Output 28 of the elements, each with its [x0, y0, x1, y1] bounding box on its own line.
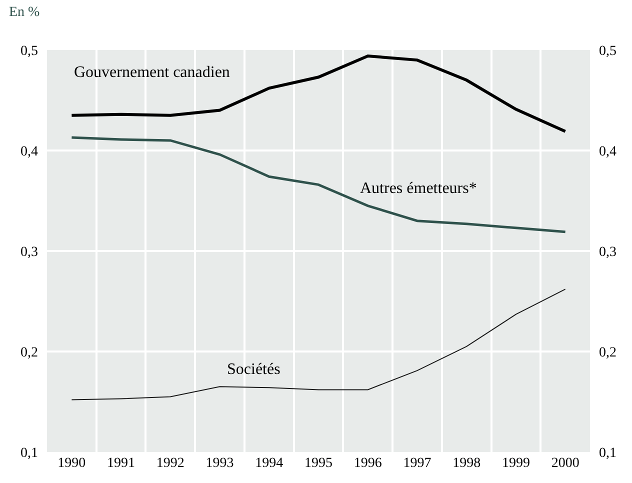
y-axis-title: En %: [9, 5, 40, 20]
y-tick-label: 0,3: [20, 244, 38, 260]
series-label: Sociétés: [227, 361, 280, 378]
x-tick-label: 2000: [551, 456, 580, 471]
x-tick-label: 1991: [107, 456, 136, 471]
series-label: Autres émetteurs*: [360, 180, 477, 197]
y2-tick-label: 0,1: [599, 446, 616, 461]
y2-tick-label: 0,3: [599, 244, 616, 260]
x-tick-label: 1999: [502, 456, 530, 471]
x-tick-label: 1990: [58, 456, 86, 471]
y-tick-label: 0,5: [20, 44, 38, 59]
line-series: [71, 288, 566, 400]
x-tick-label: 1998: [452, 456, 481, 471]
y-tick-label: 0,4: [20, 144, 38, 160]
series-label: Gouvernement canadien: [74, 64, 230, 81]
y2-tick-label: 0,5: [599, 44, 616, 59]
x-tick-label: 1994: [255, 456, 284, 471]
x-tick-label: 1996: [354, 456, 382, 471]
x-tick-label: 1993: [206, 456, 234, 471]
y2-tick-label: 0,2: [599, 345, 616, 360]
line-series: [70, 54, 567, 133]
y2-tick-label: 0,4: [599, 144, 616, 160]
y-tick-label: 0,2: [20, 345, 38, 360]
x-tick-label: 1995: [304, 456, 332, 471]
x-tick-label: 1992: [156, 456, 184, 471]
line-series: [70, 136, 567, 234]
x-tick-label: 1997: [403, 456, 432, 471]
y-tick-label: 0,1: [20, 446, 38, 461]
